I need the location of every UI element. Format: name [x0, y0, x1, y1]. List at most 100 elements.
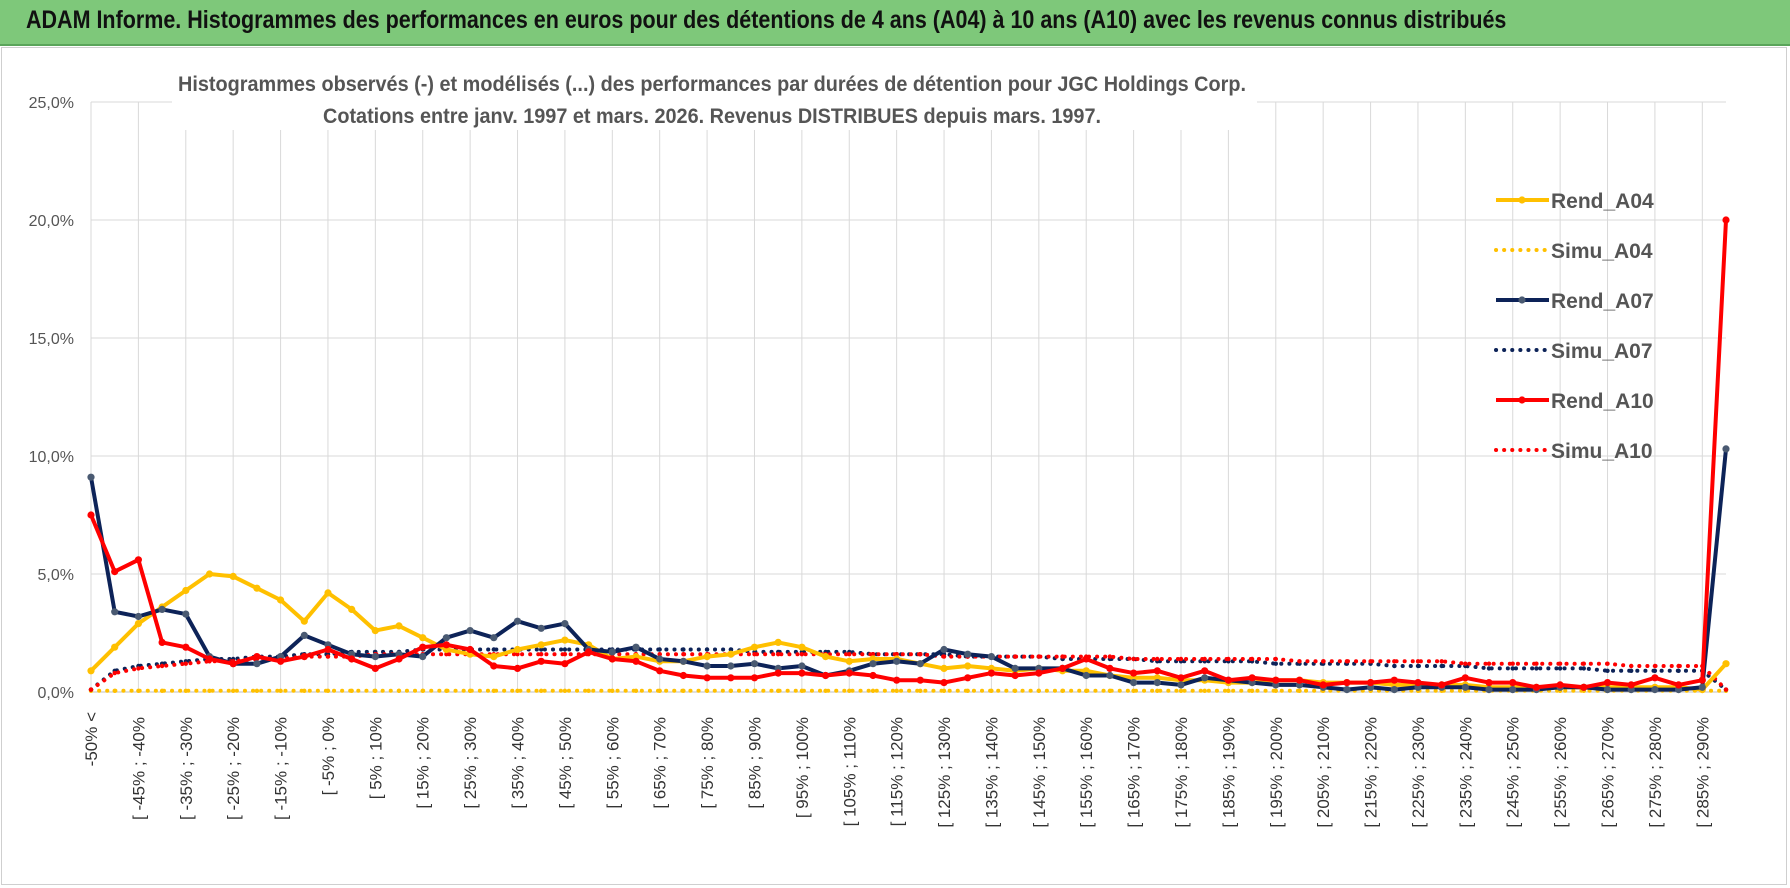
data-point — [562, 688, 568, 693]
data-point — [87, 511, 95, 519]
data-point — [1463, 661, 1468, 666]
data-point — [940, 645, 948, 654]
data-point — [632, 643, 640, 651]
data-point — [750, 674, 759, 682]
y-axis-ticks: 0,0% 5,0% 10,0% 15,0% 20,0% 25,0% — [29, 95, 74, 702]
data-point — [727, 650, 735, 658]
data-point — [1581, 661, 1587, 666]
x-tick-label: [ 165% ; 170% — [1125, 717, 1144, 828]
data-point — [870, 652, 876, 657]
data-point — [324, 589, 332, 597]
data-point — [964, 674, 972, 682]
data-point — [466, 627, 474, 635]
data-point — [916, 660, 924, 668]
data-point — [1130, 669, 1138, 677]
data-point — [134, 612, 142, 621]
data-point — [1676, 668, 1681, 673]
series-line — [89, 647, 1728, 692]
x-tick-label: [ 225% ; 230% — [1409, 717, 1428, 828]
data-point — [822, 671, 830, 680]
data-point — [1295, 676, 1304, 684]
data-point — [1153, 679, 1161, 687]
data-point — [1557, 661, 1563, 666]
data-point — [1485, 679, 1493, 687]
data-point — [965, 688, 970, 693]
y-tick-label: 10,0% — [29, 449, 74, 466]
data-point — [134, 620, 142, 628]
chart-title-line1: Histogrammes observés (-) et modélisés (… — [178, 73, 1246, 96]
legend-label: Rend_A04 — [1551, 190, 1654, 213]
data-point — [679, 671, 688, 680]
legend-label: Simu_A07 — [1551, 340, 1653, 363]
data-point — [136, 688, 141, 693]
x-tick-label: [ 55% ; 60% — [603, 717, 622, 809]
data-point — [1605, 661, 1610, 666]
data-point — [1226, 688, 1231, 693]
data-point — [158, 605, 166, 614]
x-tick-label: [ 185% ; 190% — [1219, 717, 1238, 828]
data-point — [679, 657, 688, 665]
data-point — [987, 669, 996, 677]
data-point — [894, 652, 899, 657]
data-point — [1652, 663, 1658, 669]
data-point — [371, 653, 379, 661]
data-point — [964, 650, 972, 658]
data-point — [1415, 659, 1421, 664]
data-point — [182, 643, 190, 651]
grid — [90, 101, 1726, 693]
data-point — [1509, 679, 1517, 687]
data-point — [893, 657, 901, 665]
data-point — [1603, 679, 1612, 687]
data-point — [1509, 686, 1517, 694]
data-point — [1178, 656, 1184, 662]
data-point — [1629, 663, 1634, 669]
data-point — [1011, 664, 1019, 673]
data-point — [1534, 666, 1539, 671]
data-point — [940, 679, 948, 687]
data-point — [1722, 445, 1730, 453]
data-point — [1202, 656, 1207, 662]
data-point — [420, 688, 425, 693]
data-point — [182, 586, 190, 595]
legend: Rend_A04 Simu_A04 Rend_A07 Simu_A07 Rend_A10… — [1494, 190, 1654, 463]
series-Rend_A04 — [87, 570, 1730, 694]
data-point — [845, 657, 853, 665]
data-point — [776, 652, 781, 657]
data-point — [704, 647, 710, 652]
data-point — [1343, 686, 1351, 694]
data-point — [633, 688, 639, 693]
data-point — [727, 674, 735, 682]
y-tick-label: 0,0% — [38, 685, 74, 702]
data-point — [822, 653, 830, 661]
x-tick-label: [ 95% ; 100% — [793, 717, 812, 818]
data-point — [513, 645, 522, 654]
x-tick-label: [ 135% ; 140% — [982, 717, 1001, 828]
data-point — [727, 662, 735, 670]
data-point — [1368, 659, 1373, 664]
data-point — [325, 654, 331, 659]
x-tick-label: [ 35% ; 40% — [509, 717, 528, 809]
data-point — [205, 655, 214, 663]
data-point — [847, 652, 852, 657]
legend-label: Rend_A07 — [1551, 290, 1654, 313]
data-point — [586, 688, 591, 693]
data-point — [419, 653, 427, 661]
data-point — [537, 641, 545, 649]
x-tick-label: [ 25% ; 30% — [461, 717, 480, 809]
data-point — [823, 688, 828, 693]
x-tick-label: [ 265% ; 270% — [1599, 717, 1618, 828]
data-point — [1367, 679, 1375, 687]
data-point — [845, 669, 853, 677]
data-point — [656, 655, 664, 663]
data-point — [1106, 664, 1114, 673]
data-point — [964, 662, 972, 670]
data-point — [253, 584, 261, 592]
data-point — [466, 645, 474, 654]
data-point — [1605, 668, 1610, 673]
series-Rend_A07 — [87, 445, 1730, 694]
title-background — [172, 68, 1257, 130]
data-point — [1226, 656, 1231, 662]
x-tick-label: [ 275% ; 280% — [1646, 717, 1665, 828]
data-point — [1177, 674, 1185, 682]
data-point — [253, 653, 261, 661]
